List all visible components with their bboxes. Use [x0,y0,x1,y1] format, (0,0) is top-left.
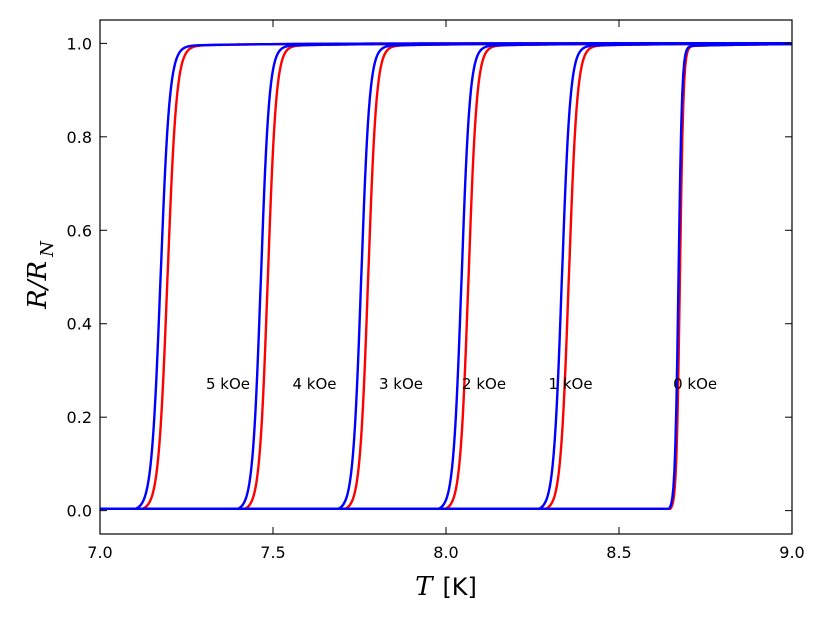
series-line-blue [100,42,792,510]
y-axis: 0.0 0.2 0.4 0.6 0.8 1.0 [67,34,792,521]
curves-layer [100,42,793,510]
x-tick-label: 8.0 [433,543,458,562]
field-label: 4 kOe [292,375,336,393]
y-tick-label: 0.6 [67,221,92,240]
x-axis: 7.0 7.5 8.0 8.5 9.0 [87,20,805,562]
x-tick-label: 7.5 [260,543,285,562]
x-axis-symbol: T [415,572,434,602]
y-axis-main: R/R [23,261,53,310]
y-tick-label: 0.8 [67,128,92,147]
y-tick-label: 0.2 [67,408,92,427]
x-axis-unit: [K] [442,573,476,601]
field-label: 3 kOe [379,375,423,393]
field-labels-layer: 0 kOe 1 kOe 2 kOe 3 kOe 4 kOe 5 kOe [206,375,717,393]
x-tick-label: 8.5 [606,543,631,562]
field-label: 5 kOe [206,375,250,393]
x-tick-label: 7.0 [87,543,112,562]
y-tick-label: 0.0 [67,502,92,521]
field-label: 1 kOe [549,375,593,393]
field-label: 2 kOe [462,375,506,393]
y-tick-label: 1.0 [67,34,92,53]
plot-area [100,20,792,534]
y-tick-label: 0.4 [67,315,92,334]
field-label: 0 kOe [673,375,717,393]
x-tick-label: 9.0 [779,543,804,562]
x-axis-title: T [K] [415,572,477,602]
y-axis-sub: N [37,240,58,258]
y-axis-title: R/R N [23,240,58,310]
